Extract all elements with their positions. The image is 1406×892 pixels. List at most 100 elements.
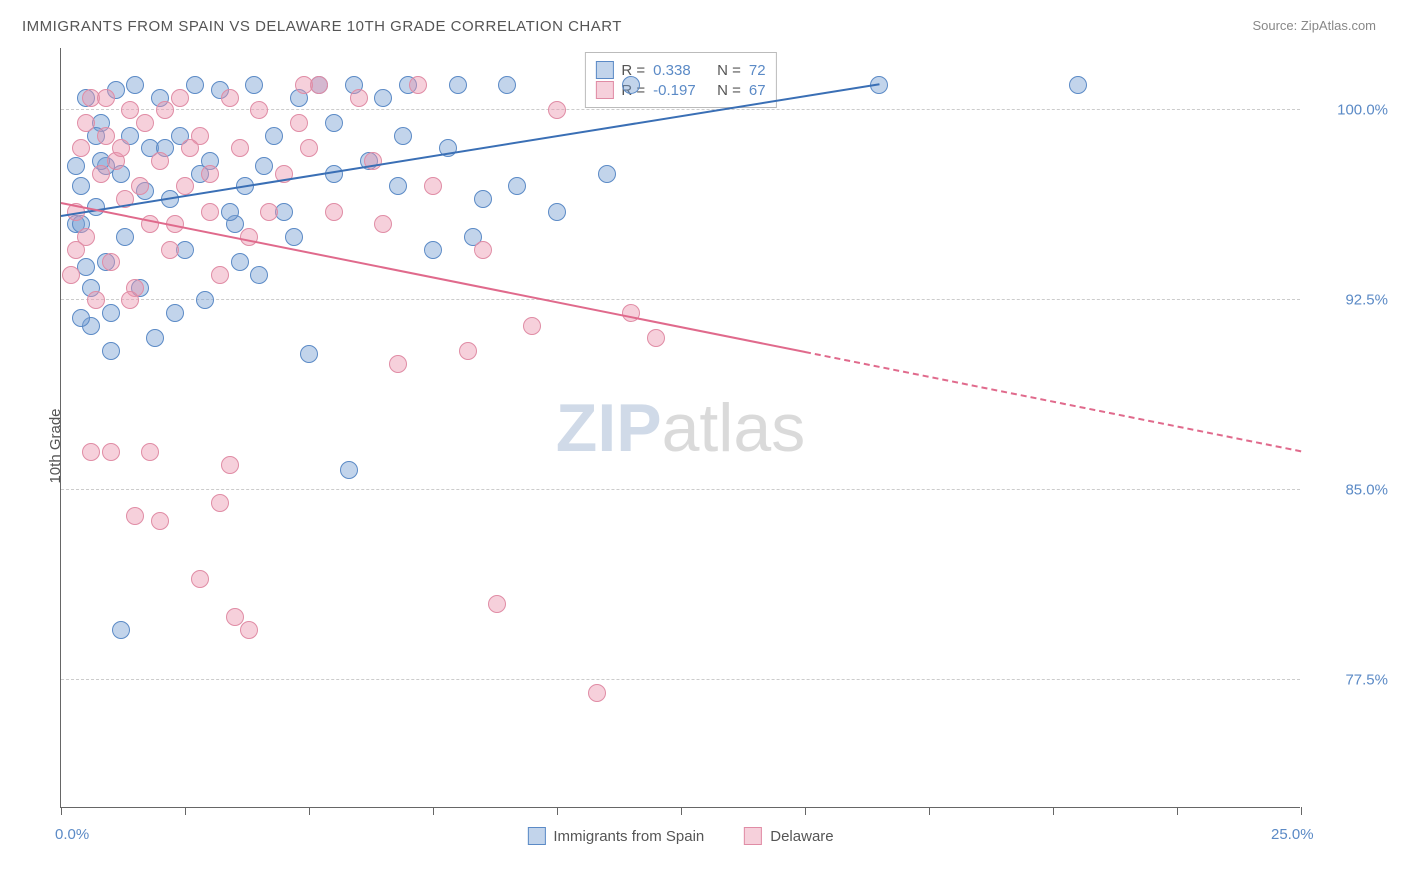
data-point — [231, 139, 249, 157]
data-point — [548, 101, 566, 119]
data-point — [374, 89, 392, 107]
data-point — [201, 165, 219, 183]
legend-stats-row: R = -0.197N = 67 — [595, 81, 765, 99]
stats-legend: R = 0.338N = 72R = -0.197N = 67 — [584, 52, 776, 108]
plot-area: ZIPatlas R = 0.338N = 72R = -0.197N = 67… — [60, 48, 1300, 808]
x-tick-label: 0.0% — [55, 826, 89, 843]
data-point — [260, 203, 278, 221]
x-tick — [805, 807, 806, 815]
y-tick-label: 85.0% — [1345, 482, 1388, 499]
data-point — [146, 329, 164, 347]
data-point — [121, 101, 139, 119]
data-point — [211, 266, 229, 284]
x-tick — [309, 807, 310, 815]
data-point — [240, 228, 258, 246]
data-point — [389, 355, 407, 373]
data-point — [87, 291, 105, 309]
watermark-bold: ZIP — [556, 390, 662, 466]
y-tick-label: 77.5% — [1345, 672, 1388, 689]
data-point — [116, 228, 134, 246]
data-point — [523, 317, 541, 335]
data-point — [201, 203, 219, 221]
data-point — [374, 215, 392, 233]
data-point — [265, 127, 283, 145]
data-point — [498, 76, 516, 94]
x-tick — [433, 807, 434, 815]
data-point — [121, 291, 139, 309]
data-point — [72, 139, 90, 157]
x-tick — [1053, 807, 1054, 815]
data-point — [151, 512, 169, 530]
data-point — [126, 507, 144, 525]
legend-label: Immigrants from Spain — [553, 828, 704, 845]
data-point — [250, 266, 268, 284]
data-point — [488, 595, 506, 613]
legend-swatch — [595, 61, 613, 79]
watermark: ZIPatlas — [556, 389, 805, 467]
legend-label: Delaware — [770, 828, 833, 845]
data-point — [647, 329, 665, 347]
x-tick — [1177, 807, 1178, 815]
data-point — [87, 198, 105, 216]
data-point — [394, 127, 412, 145]
legend-swatch — [527, 827, 545, 845]
data-point — [250, 101, 268, 119]
data-point — [424, 177, 442, 195]
data-point — [245, 76, 263, 94]
legend-r-value: -0.197 — [653, 82, 709, 99]
data-point — [300, 139, 318, 157]
data-point — [325, 203, 343, 221]
gridline — [61, 679, 1300, 680]
data-point — [102, 304, 120, 322]
source-label: Source: ZipAtlas.com — [1252, 18, 1376, 33]
data-point — [72, 309, 90, 327]
data-point — [102, 342, 120, 360]
x-tick — [61, 807, 62, 815]
data-point — [141, 443, 159, 461]
bottom-legend-item: Delaware — [744, 827, 833, 845]
data-point — [240, 621, 258, 639]
data-point — [166, 304, 184, 322]
legend-swatch — [595, 81, 613, 99]
y-tick-label: 92.5% — [1345, 292, 1388, 309]
data-point — [102, 443, 120, 461]
data-point — [92, 165, 110, 183]
data-point — [186, 76, 204, 94]
data-point — [62, 266, 80, 284]
data-point — [82, 443, 100, 461]
bottom-legend: Immigrants from Spain Delaware — [527, 827, 833, 845]
chart-title: IMMIGRANTS FROM SPAIN VS DELAWARE 10TH G… — [22, 18, 622, 35]
data-point — [67, 157, 85, 175]
data-point — [300, 345, 318, 363]
data-point — [97, 127, 115, 145]
data-point — [295, 76, 313, 94]
legend-swatch — [744, 827, 762, 845]
x-tick — [1301, 807, 1302, 815]
data-point — [156, 101, 174, 119]
data-point — [474, 190, 492, 208]
data-point — [350, 89, 368, 107]
data-point — [211, 494, 229, 512]
data-point — [77, 114, 95, 132]
data-point — [112, 139, 130, 157]
data-point — [72, 177, 90, 195]
data-point — [112, 621, 130, 639]
watermark-light: atlas — [662, 390, 806, 466]
x-tick — [929, 807, 930, 815]
gridline — [61, 299, 1300, 300]
x-tick — [185, 807, 186, 815]
data-point — [131, 177, 149, 195]
legend-n-value: 72 — [749, 62, 766, 79]
legend-r-value: 0.338 — [653, 62, 709, 79]
data-point — [151, 152, 169, 170]
data-point — [196, 291, 214, 309]
data-point — [459, 342, 477, 360]
legend-n-label: N = — [717, 82, 741, 99]
x-tick — [557, 807, 558, 815]
data-point — [548, 203, 566, 221]
y-tick-label: 100.0% — [1337, 102, 1388, 119]
data-point — [290, 114, 308, 132]
data-point — [622, 76, 640, 94]
x-tick — [681, 807, 682, 815]
data-point — [424, 241, 442, 259]
